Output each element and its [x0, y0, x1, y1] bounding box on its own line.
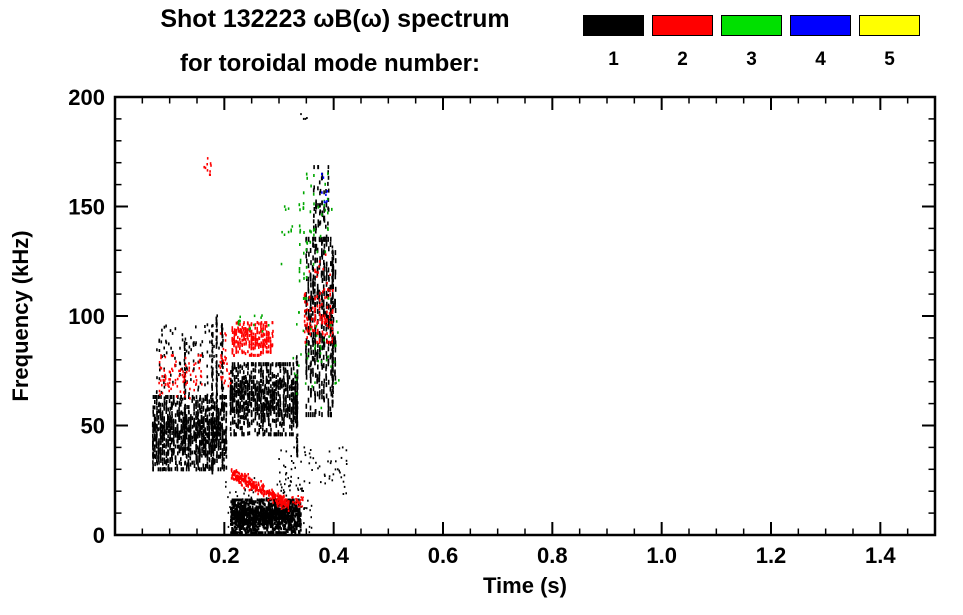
legend-swatch-mode-2: [652, 15, 713, 36]
axes-frame: [113, 95, 937, 537]
y-tick-label: 50: [81, 414, 105, 439]
legend-swatch-mode-5: [859, 15, 920, 36]
legend-label-mode-2: 2: [677, 49, 688, 70]
data-points: [151, 113, 348, 535]
legend-label-mode-4: 4: [815, 49, 826, 70]
legend-swatch-mode-1: [583, 15, 644, 36]
series-points-n=3: [237, 172, 340, 410]
legend-swatch-mode-3: [721, 15, 782, 36]
series-points-n=2: [158, 157, 334, 512]
legend-swatch-mode-4: [790, 15, 851, 36]
chart-title: Shot 132223 ωB(ω) spectrum: [160, 5, 510, 33]
series-points-n=1: [151, 113, 348, 535]
y-tick-label: 0: [93, 523, 105, 548]
x-tick-label: 1.2: [756, 543, 787, 568]
legend-label-mode-5: 5: [884, 49, 895, 70]
legend: 1 2 3 4 5: [0, 0, 963, 80]
series-points-n=4: [321, 172, 328, 204]
chart-subtitle: for toroidal mode number:: [180, 50, 480, 77]
x-tick-label: 0.2: [209, 543, 240, 568]
x-tick-label: 0.8: [537, 543, 568, 568]
axis-ticks: [115, 96, 935, 536]
x-tick-label: 1.4: [865, 543, 896, 568]
x-tick-label: 0.6: [428, 543, 459, 568]
x-axis-label: Time (s): [483, 573, 567, 598]
legend-label-mode-3: 3: [746, 49, 757, 70]
y-axis-label: Frequency (kHz): [8, 230, 33, 401]
x-tick-label: 1.0: [646, 543, 677, 568]
y-tick-label: 200: [68, 85, 105, 110]
y-tick-label: 150: [68, 195, 105, 220]
x-tick-label: 0.4: [318, 543, 349, 568]
axis-tick-labels: 0.2 0.4 0.6 0.8 1.0 1.2 1.4 0 50 100 150 200: [68, 85, 896, 568]
y-tick-label: 100: [68, 304, 105, 329]
legend-label-mode-1: 1: [608, 49, 619, 70]
